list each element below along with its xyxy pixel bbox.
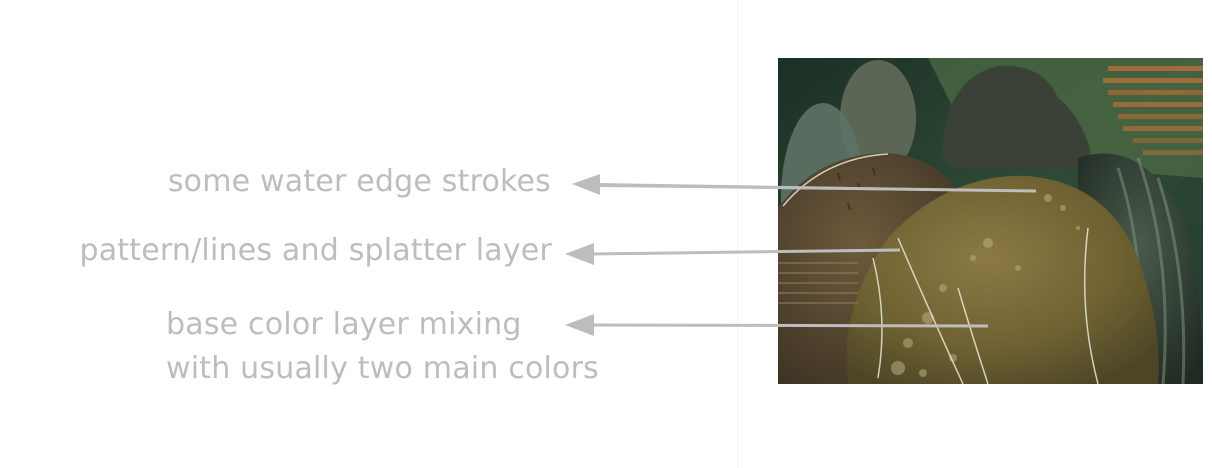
rock-dark-center xyxy=(941,65,1091,170)
orange-stripes xyxy=(1103,66,1203,155)
panel-divider xyxy=(737,0,738,468)
rock-top-grey xyxy=(840,60,916,176)
painting-svg xyxy=(778,58,1203,384)
label-base-line-1: base color layer mixing xyxy=(166,307,522,342)
rock-olive-main xyxy=(846,175,1159,384)
label-water-edge-strokes: some water edge strokes xyxy=(167,164,551,199)
label-base-line-2: with usually two main colors xyxy=(166,351,599,386)
pattern-lines xyxy=(778,262,858,304)
splatter-dots xyxy=(891,194,1080,377)
label-pattern-splatter-layer: pattern/lines and splatter layer xyxy=(79,233,552,268)
painted-rocks-image xyxy=(778,58,1203,384)
label-base-color-layer: base color layer mixing with usually two… xyxy=(166,303,599,391)
water-edge-strokes xyxy=(782,153,1099,384)
